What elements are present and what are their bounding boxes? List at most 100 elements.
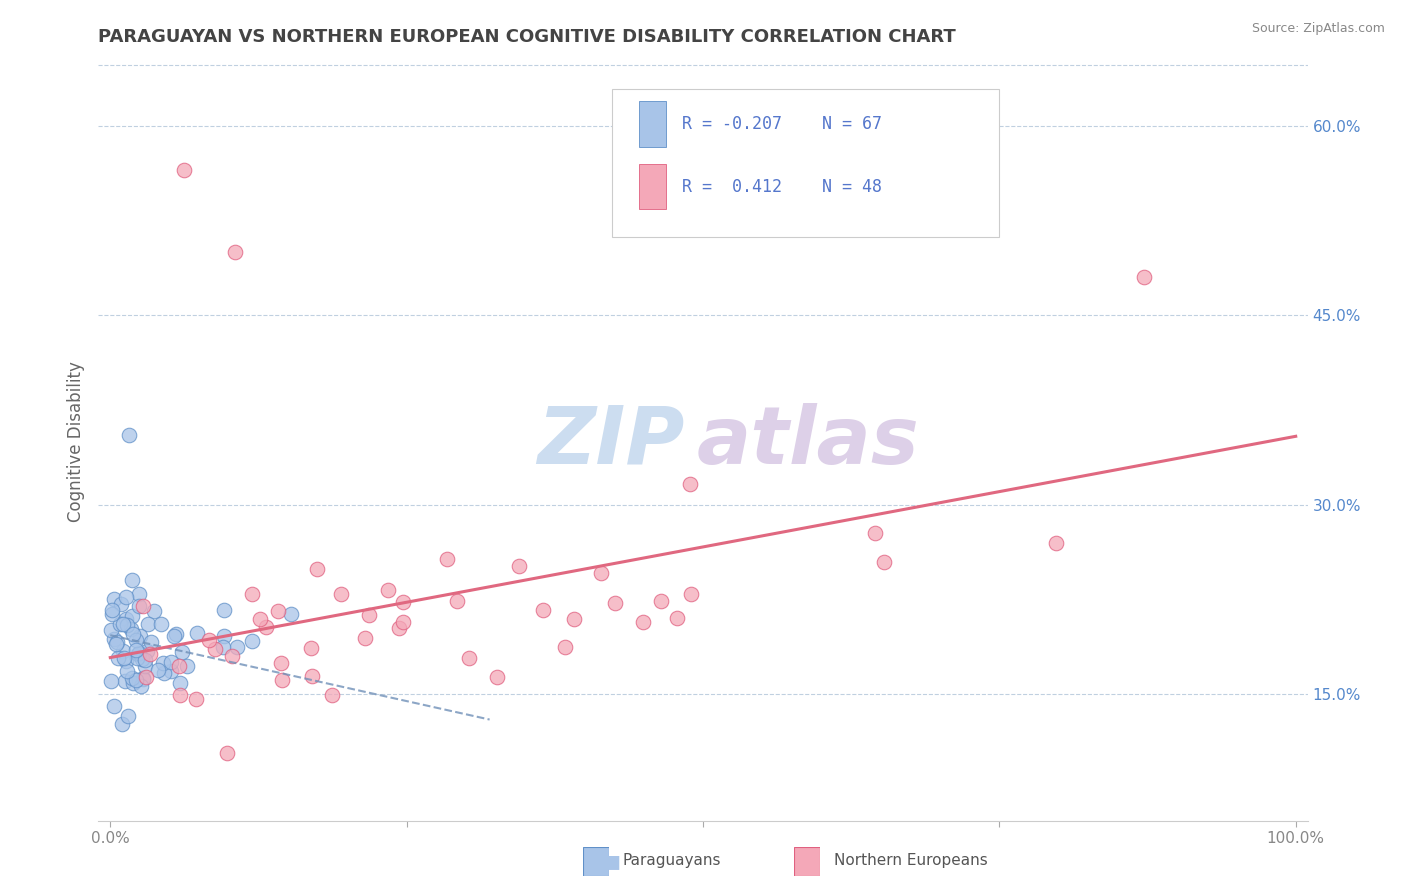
Point	[108, 616, 131, 631]
Point	[128, 586, 150, 600]
Point	[254, 620, 277, 634]
Point	[132, 671, 155, 685]
Point	[150, 616, 173, 631]
Point	[120, 622, 142, 636]
Point	[107, 651, 129, 665]
Point	[135, 669, 157, 683]
Point	[115, 612, 138, 626]
Point	[562, 612, 585, 626]
Point	[100, 673, 122, 688]
Point	[112, 650, 135, 665]
Point	[139, 648, 162, 662]
Point	[124, 673, 146, 687]
Point	[603, 596, 626, 610]
Y-axis label: Cognitive Disability: Cognitive Disability	[66, 361, 84, 522]
Point	[1133, 270, 1156, 285]
Point	[212, 629, 235, 643]
Point	[125, 633, 148, 648]
Point	[125, 642, 148, 657]
Point	[186, 626, 208, 640]
Point	[305, 562, 328, 576]
Point	[122, 675, 145, 690]
Point	[159, 655, 181, 669]
Point	[134, 653, 156, 667]
Point	[679, 476, 702, 491]
Point	[224, 244, 246, 259]
Point	[330, 587, 353, 601]
Point	[111, 644, 134, 658]
Text: ▪: ▪	[602, 847, 621, 875]
Point	[198, 632, 221, 647]
Point	[111, 717, 134, 731]
Point	[353, 632, 375, 646]
Bar	[638, 102, 665, 147]
Point	[110, 597, 132, 611]
Point	[117, 709, 139, 723]
Point	[321, 689, 343, 703]
Point	[446, 594, 468, 608]
Text: atlas: atlas	[697, 402, 920, 481]
Point	[485, 670, 508, 684]
Point	[100, 603, 122, 617]
Point	[153, 666, 176, 681]
Point	[211, 640, 233, 654]
Point	[132, 672, 155, 686]
Point	[111, 617, 134, 632]
Point	[391, 615, 413, 629]
Point	[392, 595, 415, 609]
Point	[169, 688, 191, 702]
Point	[104, 637, 127, 651]
Point	[129, 629, 152, 643]
Text: Source: ZipAtlas.com: Source: ZipAtlas.com	[1251, 22, 1385, 36]
Point	[280, 607, 302, 621]
Point	[301, 669, 323, 683]
Point	[679, 586, 702, 600]
Point	[129, 679, 152, 693]
Point	[666, 611, 689, 625]
Point	[215, 746, 238, 760]
Point	[267, 603, 290, 617]
Point	[103, 632, 125, 647]
Text: ZIP: ZIP	[537, 402, 685, 481]
Point	[1045, 536, 1067, 550]
Point	[167, 658, 190, 673]
Point	[458, 651, 481, 665]
Point	[863, 526, 886, 541]
Point	[100, 623, 122, 637]
Point	[221, 648, 243, 663]
Point	[160, 665, 183, 679]
Point	[114, 673, 136, 688]
Point	[121, 574, 143, 588]
Point	[114, 654, 136, 668]
Point	[531, 602, 554, 616]
Point	[128, 646, 150, 660]
Point	[122, 627, 145, 641]
Point	[118, 428, 141, 442]
Text: R = -0.207    N = 67: R = -0.207 N = 67	[682, 115, 883, 133]
Point	[165, 626, 187, 640]
Point	[270, 673, 292, 688]
Point	[299, 640, 322, 655]
Text: Northern Europeans: Northern Europeans	[834, 854, 987, 868]
Point	[115, 590, 138, 604]
Bar	[638, 164, 665, 210]
Point	[377, 582, 399, 597]
Point	[176, 659, 198, 673]
Point	[270, 656, 292, 670]
Point	[139, 635, 162, 649]
Text: PARAGUAYAN VS NORTHERN EUROPEAN COGNITIVE DISABILITY CORRELATION CHART: PARAGUAYAN VS NORTHERN EUROPEAN COGNITIV…	[98, 28, 956, 45]
Point	[169, 676, 191, 690]
Point	[631, 615, 654, 629]
Point	[163, 629, 186, 643]
Point	[121, 608, 143, 623]
Point	[170, 645, 193, 659]
Point	[387, 621, 409, 635]
Point	[359, 608, 381, 623]
Point	[115, 664, 138, 678]
Point	[242, 586, 264, 600]
Point	[173, 162, 195, 177]
Point	[249, 612, 271, 626]
Point	[125, 651, 148, 665]
Point	[105, 635, 128, 649]
Point	[121, 671, 143, 685]
